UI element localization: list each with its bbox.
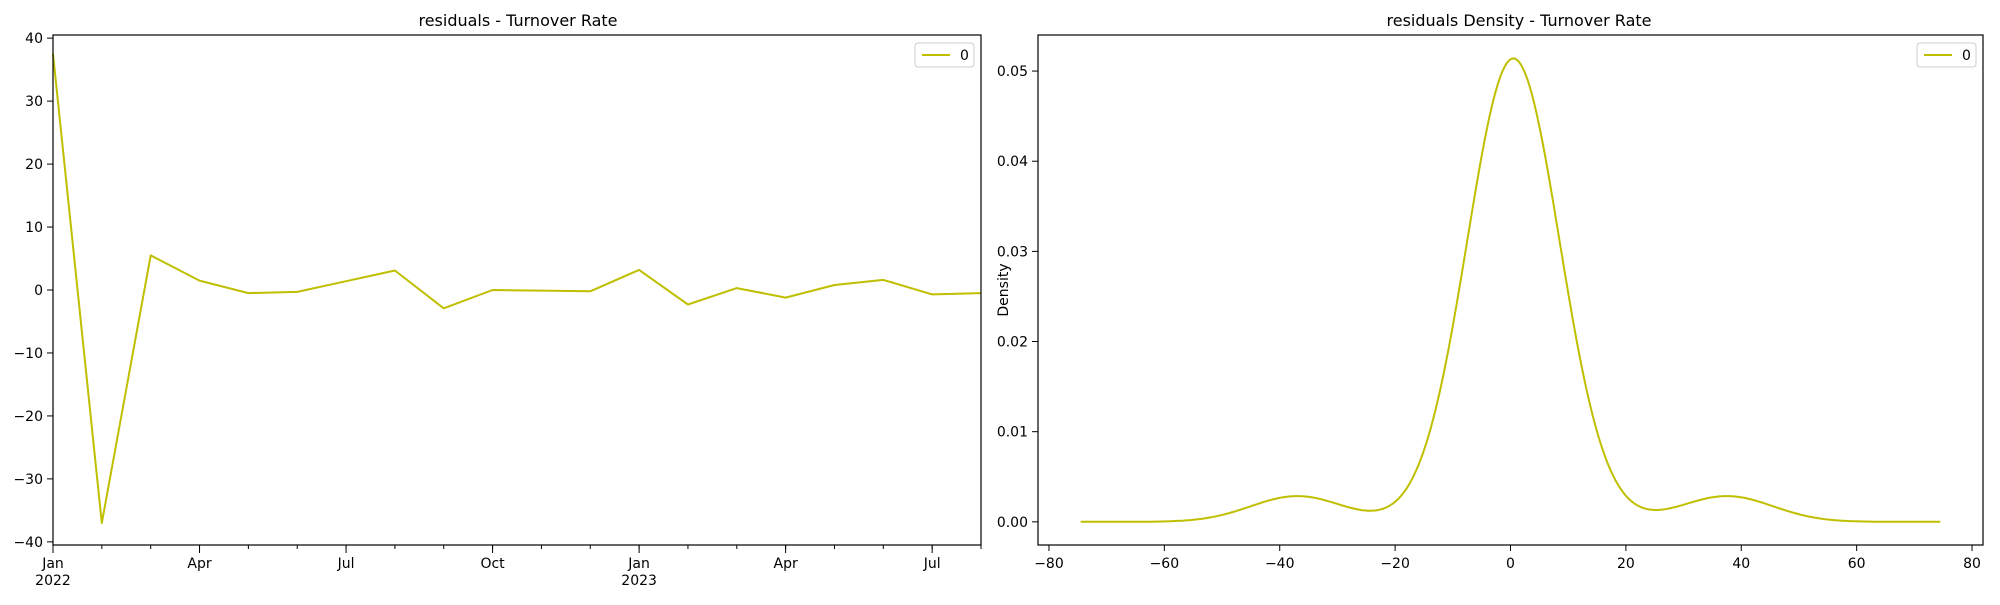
legend-label: 0 (960, 48, 969, 64)
chart-title: residuals - Turnover Rate (418, 11, 617, 30)
y-tick-label: −40 (13, 535, 43, 551)
y-tick-label: 0.02 (997, 335, 1028, 351)
y-tick-label: 10 (25, 220, 43, 236)
y-tick-label: 20 (25, 157, 43, 173)
x-tick-label: −40 (1265, 556, 1295, 572)
y-tick-label: 0.01 (997, 425, 1028, 441)
density-line-0 (1080, 57, 1941, 523)
plot-frame (52, 34, 982, 546)
y-tick-label: 0.05 (997, 64, 1028, 80)
legend: 0 (914, 42, 975, 68)
chart-title: residuals Density - Turnover Rate (1387, 11, 1652, 30)
y-tick-label: −30 (13, 472, 43, 488)
x-tick-label: −20 (1380, 556, 1410, 572)
x-tick-label: Jul (337, 556, 355, 572)
y-tick-label: 30 (25, 94, 43, 110)
y-tick-label: −10 (13, 346, 43, 362)
plot-frame (1037, 34, 1984, 546)
y-tick-label: 0 (34, 283, 43, 299)
x-tick-label: Jan (41, 556, 64, 572)
x-tick-label: Jul (923, 556, 941, 572)
x-tick-label: Oct (480, 556, 505, 572)
x-tick-label: Apr (187, 556, 211, 572)
y-tick-label: 40 (25, 31, 43, 47)
x-tick-year-label: 2023 (621, 573, 657, 589)
legend-label: 0 (1962, 48, 1971, 64)
x-tick-label: 80 (1963, 556, 1981, 572)
x-tick-label: 60 (1848, 556, 1866, 572)
x-tick-label: Apr (774, 556, 798, 572)
legend: 0 (1916, 42, 1977, 68)
x-tick-label: Jan (627, 556, 650, 572)
x-tick-year-label: 2022 (35, 573, 71, 589)
x-tick-label: −80 (1034, 556, 1064, 572)
y-axis-label: Density (996, 263, 1012, 316)
y-tick-label: 0.03 (997, 244, 1028, 260)
y-tick-label: −20 (13, 409, 43, 425)
residuals-line-chart: residuals - Turnover Rate 40 30 20 10 0 −10 −2… (13, 11, 982, 589)
x-tick-label: 40 (1732, 556, 1750, 572)
residuals-density-chart: residuals Density - Turnover Rate Densit… (996, 11, 1984, 572)
y-tick-label: 0.00 (997, 515, 1028, 531)
x-tick-label: 20 (1617, 556, 1635, 572)
y-tick-label: 0.04 (997, 154, 1028, 170)
x-tick-label: 0 (1506, 556, 1515, 572)
x-tick-label: −60 (1150, 556, 1180, 572)
series-line-0 (52, 53, 982, 524)
